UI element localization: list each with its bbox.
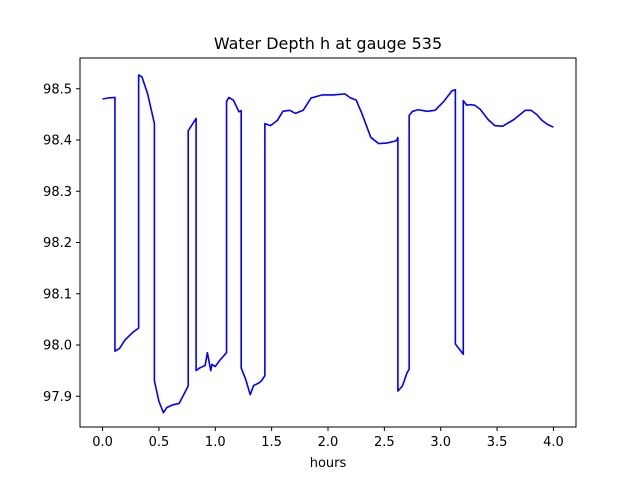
chart-title: Water Depth h at gauge 535: [214, 34, 442, 53]
x-tick-label: 4.0: [543, 435, 564, 450]
x-tick-label: 0.0: [92, 435, 113, 450]
y-tick-label: 98.4: [43, 134, 72, 149]
y-tick-label: 98.3: [43, 185, 72, 200]
y-tick-label: 97.9: [43, 390, 72, 405]
y-axis: 97.9 98.0 98.1 98.2 98.3 98.4 98.5: [43, 82, 80, 405]
x-tick-label: 2.5: [374, 435, 395, 450]
x-tick-label: 2.0: [318, 435, 339, 450]
y-tick-label: 98.5: [43, 82, 72, 97]
x-axis-label: hours: [310, 456, 347, 471]
y-tick-label: 98.2: [43, 236, 72, 251]
x-tick-label: 3.5: [487, 435, 508, 450]
series-line-0: [102, 74, 554, 414]
x-tick-label: 0.5: [149, 435, 170, 450]
x-tick-label: 3.0: [430, 435, 451, 450]
y-tick-label: 98.1: [43, 287, 72, 302]
x-tick-label: 1.0: [205, 435, 226, 450]
y-tick-label: 98.0: [43, 339, 72, 354]
x-axis: 0.0 0.5 1.0 1.5 2.0 2.5 3.0 3.5 4.0: [92, 427, 564, 450]
plot-area: [102, 74, 554, 414]
x-tick-label: 1.5: [261, 435, 282, 450]
